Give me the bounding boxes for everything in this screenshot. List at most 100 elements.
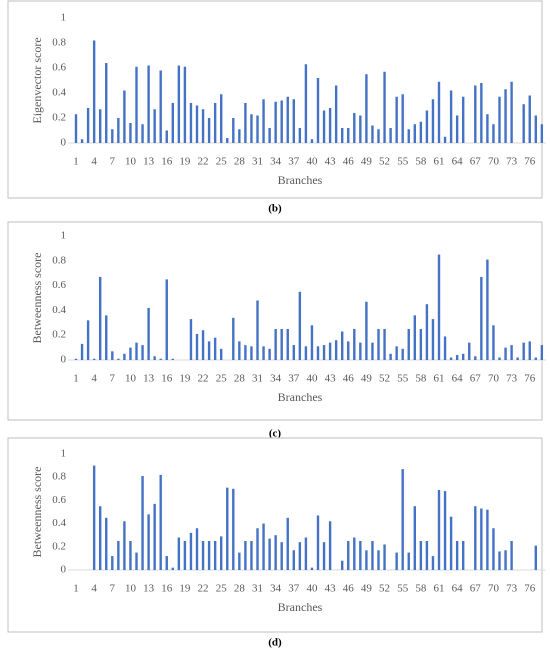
x-tick-label: 1 <box>73 373 79 385</box>
x-tick-label: 34 <box>270 583 282 595</box>
bar <box>238 129 241 143</box>
bar <box>431 556 435 570</box>
bar <box>213 337 217 360</box>
x-tick-label: 46 <box>343 373 355 385</box>
bar <box>165 556 168 570</box>
bar <box>443 136 447 143</box>
x-tick-label: 19 <box>179 373 191 385</box>
bar <box>195 528 199 570</box>
y-tick-label: 0.8 <box>52 254 66 266</box>
y-axis-title: Betweenness score <box>30 253 44 344</box>
panel-frame <box>7 0 543 199</box>
bar <box>171 103 174 143</box>
bar <box>359 342 362 360</box>
bar <box>292 550 295 570</box>
x-tick-label: 40 <box>306 156 318 168</box>
bar <box>92 40 96 143</box>
x-tick-label: 22 <box>198 583 209 595</box>
bar <box>117 358 120 360</box>
bar <box>395 552 398 570</box>
bar <box>395 346 398 360</box>
bar <box>171 567 174 570</box>
bar <box>353 113 356 143</box>
bar <box>195 105 199 143</box>
bar <box>117 541 120 570</box>
x-tick-label: 16 <box>161 373 173 385</box>
bar <box>425 541 429 570</box>
bar <box>413 506 416 570</box>
bar <box>341 128 344 143</box>
bar <box>244 103 247 143</box>
x-tick-label: 25 <box>216 373 228 385</box>
x-tick-label: 52 <box>379 156 390 168</box>
bar <box>304 346 308 360</box>
bar <box>256 528 259 570</box>
x-tick-label: 52 <box>379 373 390 385</box>
bar <box>328 108 332 143</box>
x-tick-label: 4 <box>91 156 97 168</box>
bar <box>105 315 108 360</box>
x-tick-label: 49 <box>361 583 373 595</box>
bar <box>534 357 537 360</box>
bar <box>135 66 138 143</box>
x-tick-label: 28 <box>234 156 246 168</box>
bar <box>353 329 356 360</box>
bar <box>268 538 271 570</box>
x-tick-label: 76 <box>524 156 536 168</box>
bar <box>280 329 283 360</box>
x-tick-label: 52 <box>379 583 390 595</box>
bar <box>462 541 465 570</box>
x-tick-label: 31 <box>252 156 263 168</box>
x-tick-label: 64 <box>452 583 464 595</box>
bar <box>129 347 132 360</box>
bar <box>207 118 211 143</box>
x-tick-label: 55 <box>397 373 409 385</box>
bar <box>316 515 320 570</box>
bar <box>74 358 78 360</box>
bar <box>280 542 283 570</box>
x-tick-label: 58 <box>415 583 427 595</box>
bar <box>220 94 223 143</box>
x-tick-label: 7 <box>110 583 116 595</box>
x-tick-label: 13 <box>143 373 155 385</box>
bar <box>437 81 441 143</box>
bar <box>183 541 187 570</box>
bar <box>462 353 465 360</box>
bar <box>232 118 235 143</box>
bar <box>383 329 386 360</box>
x-tick-label: 37 <box>288 583 300 595</box>
bar <box>534 545 537 570</box>
y-tick-label: 0.6 <box>52 494 66 506</box>
panel-label: (c) <box>269 428 282 440</box>
bar <box>310 139 314 143</box>
bar <box>226 138 229 143</box>
y-tick-label: 0.4 <box>52 87 66 99</box>
bar <box>165 279 168 360</box>
bar <box>262 523 265 570</box>
x-tick-label: 73 <box>506 156 518 168</box>
panel-frame <box>7 437 543 633</box>
bar <box>274 535 277 570</box>
bar <box>292 99 295 143</box>
x-tick-label: 40 <box>306 583 318 595</box>
bar <box>111 129 114 143</box>
bar <box>443 491 447 570</box>
bar <box>147 65 150 143</box>
bar <box>371 342 374 360</box>
bar <box>177 65 181 143</box>
bar <box>522 104 525 143</box>
bar <box>365 74 368 143</box>
bar <box>322 345 326 360</box>
x-axis-title: Branches <box>278 390 323 404</box>
bar <box>232 488 235 570</box>
x-tick-label: 34 <box>270 156 282 168</box>
bar <box>341 331 344 360</box>
x-tick-label: 70 <box>488 373 500 385</box>
bar <box>189 532 193 570</box>
bar <box>141 476 144 570</box>
x-tick-label: 13 <box>143 583 155 595</box>
bar <box>522 342 525 360</box>
panel-label: (d) <box>268 637 282 649</box>
bar <box>347 341 350 360</box>
y-tick-label: 0.4 <box>52 517 66 529</box>
